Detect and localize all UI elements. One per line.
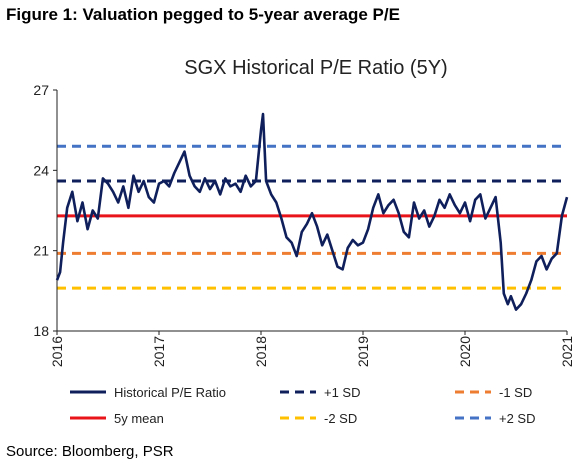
chart-title: SGX Historical P/E Ratio (5Y)	[184, 57, 447, 79]
x-tick-label: 2019	[355, 336, 371, 367]
x-tick-label: 2018	[253, 336, 269, 367]
legend-label: +2 SD	[499, 411, 536, 426]
legend-item: -2 SD	[280, 411, 357, 426]
legend-item: +2 SD	[455, 411, 536, 426]
x-tick-label: 2020	[457, 336, 473, 367]
y-tick-label: 21	[33, 243, 49, 259]
legend-item: -1 SD	[455, 385, 532, 400]
figure-title: Figure 1: Valuation pegged to 5-year ave…	[6, 5, 400, 24]
legend-item: Historical P/E Ratio	[70, 385, 226, 400]
y-tick-label: 27	[33, 82, 49, 98]
source-note: Source: Bloomberg, PSR	[6, 443, 174, 460]
x-tick-label: 2021	[559, 336, 575, 367]
series-line-historical-pe	[55, 112, 569, 311]
legend-label: Historical P/E Ratio	[114, 385, 226, 400]
legend-label: -2 SD	[324, 411, 357, 426]
x-tick-label: 2017	[151, 336, 167, 367]
y-tick-label: 18	[33, 323, 49, 339]
legend-label: 5y mean	[114, 411, 164, 426]
y-tick-label: 24	[33, 162, 49, 178]
x-tick-label: 2016	[49, 336, 65, 367]
legend-label: -1 SD	[499, 385, 532, 400]
legend-item: 5y mean	[70, 411, 164, 426]
legend-item: +1 SD	[280, 385, 361, 400]
legend-label: +1 SD	[324, 385, 361, 400]
